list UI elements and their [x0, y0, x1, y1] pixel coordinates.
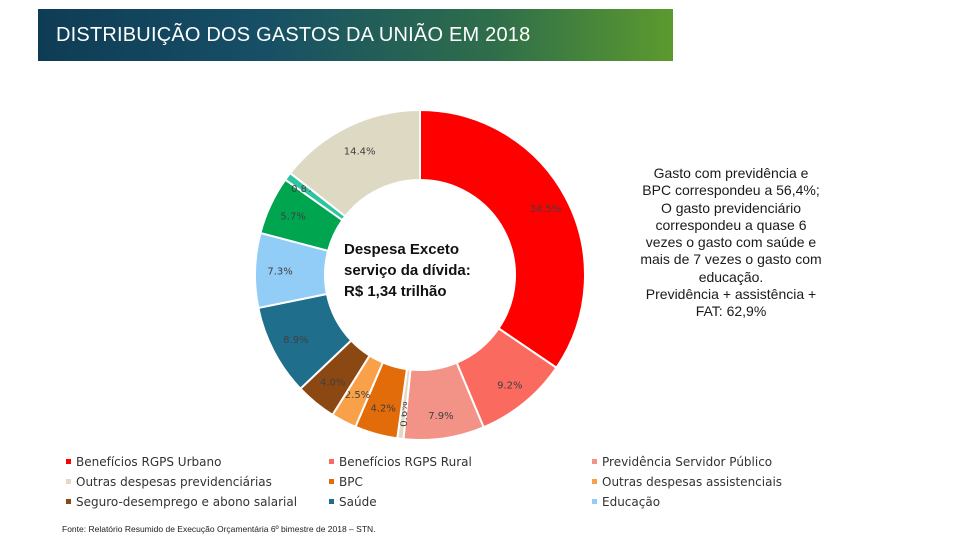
side-note-line: BPC correspondeu a 56,4%; [642, 182, 820, 199]
source-note: Fonte: Relatório Resumido de Execução Or… [62, 524, 376, 534]
title-banner: DISTRIBUIÇÃO DOS GASTOS DA UNIÃO EM 2018 [38, 9, 673, 61]
center-label-line: Despesa Exceto [344, 241, 459, 258]
legend-label: Benefícios RGPS Urbano [76, 455, 222, 469]
legend-swatch [329, 459, 334, 464]
center-label-line: serviço da dívida: [344, 262, 471, 279]
legend-swatch [66, 459, 71, 464]
legend-item: Outras despesas assistenciais [592, 475, 782, 491]
legend-label: Educação [602, 495, 661, 509]
legend-swatch [329, 499, 334, 504]
slice-label: 34.5% [530, 204, 562, 215]
legend-label: Outras despesas assistenciais [602, 475, 783, 489]
donut-slice [419, 108, 586, 370]
legend-item: Previdência Servidor Público [592, 455, 772, 471]
legend-item: Outras despesas previdenciárias [66, 475, 272, 491]
legend-item: Saúde [329, 495, 377, 511]
legend-label: Saúde [339, 495, 377, 509]
legend-swatch [592, 459, 597, 464]
side-note-line: educação. [698, 268, 764, 285]
slice-label: 8.9% [283, 335, 308, 346]
slice-label: 9.2% [497, 380, 522, 391]
legend-label: BPC [339, 475, 363, 489]
slice-label: 0.8% [291, 184, 316, 195]
slice-label: 4.0% [320, 377, 345, 388]
side-note: Gasto com previdência e BPC correspondeu… [620, 165, 842, 321]
legend-label: Seguro-desemprego e abono salarial [76, 495, 298, 509]
legend-item: Benefícios RGPS Rural [329, 455, 472, 471]
side-note-line: Previdência + assistência + [645, 286, 817, 303]
legend-label: Previdência Servidor Público [602, 455, 773, 469]
legend-label: Benefícios RGPS Rural [339, 455, 472, 469]
legend-swatch [592, 479, 597, 484]
slice-label: 0.6% [399, 401, 410, 426]
legend-swatch [592, 499, 597, 504]
legend-item: Seguro-desemprego e abono salarial [66, 495, 297, 511]
page-title: DISTRIBUIÇÃO DOS GASTOS DA UNIÃO EM 2018 [56, 24, 531, 46]
slice-label: 5.7% [280, 211, 305, 222]
side-note-line: Gasto com previdência e [653, 165, 809, 181]
donut-slice [288, 108, 421, 218]
legend-swatch [329, 479, 334, 484]
center-label-line: R$ 1,34 trilhão [344, 283, 447, 300]
side-note-line: vezes o gasto com saúde e [645, 234, 817, 251]
legend-item: Benefícios RGPS Urbano [66, 455, 221, 471]
side-note-line: mais de 7 vezes o gasto com [640, 251, 822, 268]
slice-label: 7.9% [428, 411, 453, 422]
legend-swatch [66, 499, 71, 504]
slice-label: 2.5% [345, 390, 370, 401]
side-note-line: FAT: 62,9% [695, 303, 767, 320]
slice-label: 14.4% [344, 146, 376, 157]
legend-item: Educação [592, 495, 660, 511]
legend-item: BPC [329, 475, 363, 491]
side-note-line: correspondeu a quase 6 [655, 216, 807, 233]
slice-label: 7.3% [267, 267, 292, 278]
legend-label: Outras despesas previdenciárias [76, 475, 272, 489]
slice-label: 4.2% [370, 403, 395, 414]
legend-swatch [66, 479, 71, 484]
side-note-line: O gasto previdenciário [660, 199, 802, 216]
